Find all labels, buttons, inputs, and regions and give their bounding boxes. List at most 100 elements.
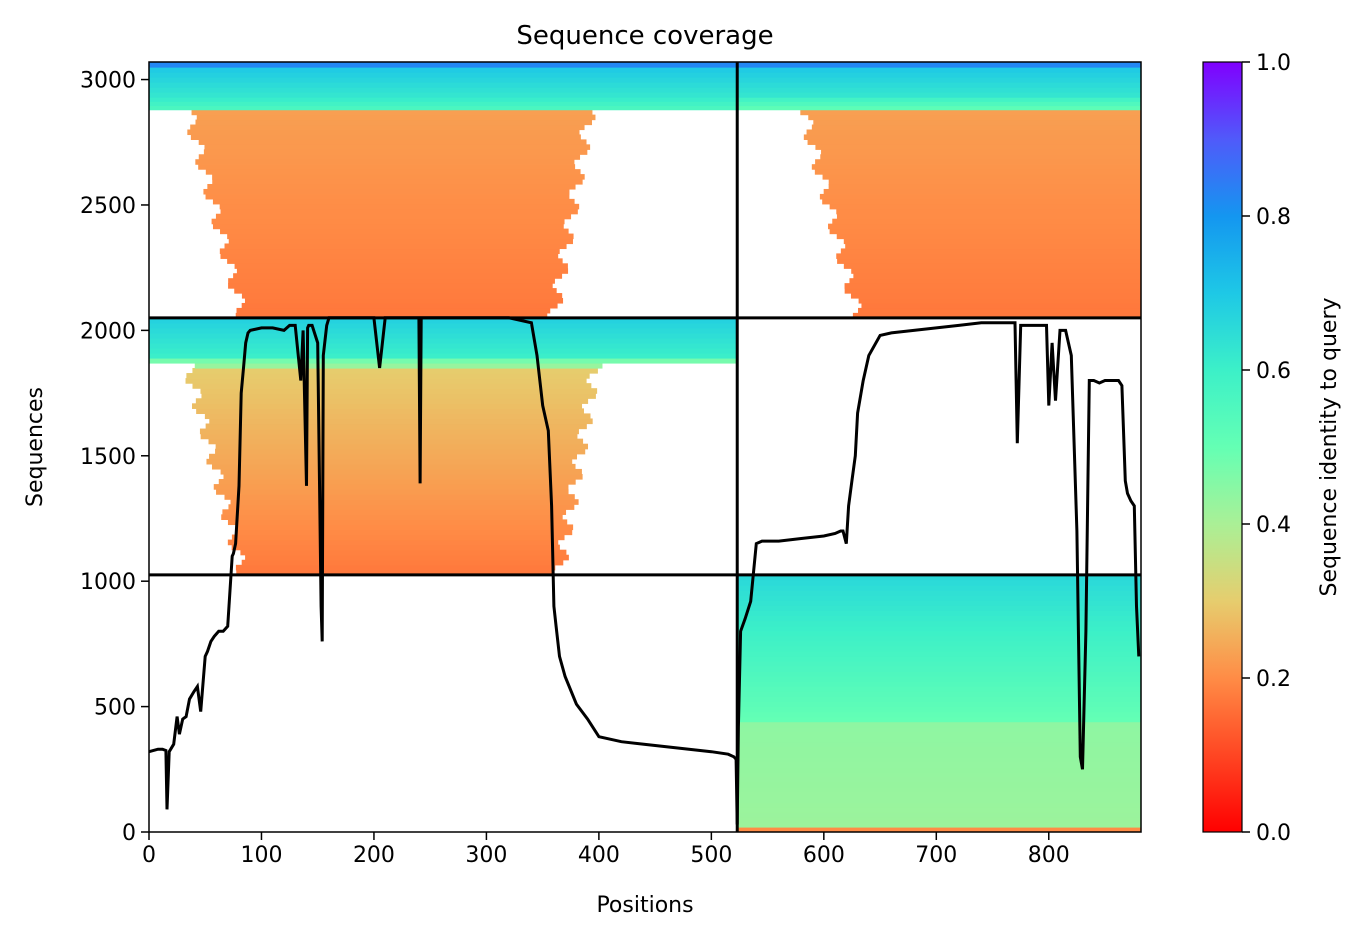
colorbar-tick-label: 0.0 bbox=[1256, 821, 1291, 846]
heatmap-cell bbox=[212, 223, 564, 230]
colorbar-tick-label: 1.0 bbox=[1256, 51, 1291, 76]
heatmap-cell bbox=[149, 97, 738, 102]
heatmap-cell bbox=[215, 443, 589, 450]
heatmap-cell bbox=[149, 347, 738, 354]
heatmap-cell bbox=[228, 238, 573, 245]
heatmap-cell bbox=[737, 655, 1141, 662]
y-tick-label: 3000 bbox=[80, 69, 136, 94]
heatmap-cell bbox=[737, 736, 1141, 743]
heatmap-cell bbox=[836, 253, 1141, 259]
heatmap-cell bbox=[737, 761, 1141, 768]
heatmap-cell bbox=[198, 164, 576, 170]
heatmap-cell bbox=[220, 228, 569, 235]
heatmap-cell bbox=[241, 302, 558, 309]
heatmap-cell bbox=[737, 731, 1141, 738]
heatmap-cell bbox=[844, 283, 1141, 289]
heatmap-cell bbox=[208, 438, 584, 445]
colorbar-tick-label: 0.8 bbox=[1256, 205, 1291, 230]
heatmap-cell bbox=[187, 129, 580, 136]
heatmap-cell bbox=[228, 278, 555, 284]
x-axis-label: Positions bbox=[596, 893, 693, 918]
y-tick-label: 2500 bbox=[80, 194, 136, 219]
coverage-heatmap bbox=[149, 62, 1141, 832]
heatmap-cell bbox=[737, 746, 1141, 753]
heatmap-cell bbox=[737, 605, 1141, 611]
heatmap-cell bbox=[211, 463, 576, 470]
heatmap-cell bbox=[203, 188, 570, 195]
heatmap-cell bbox=[737, 579, 1141, 586]
heatmap-cell bbox=[228, 504, 575, 510]
heatmap-cell bbox=[149, 322, 738, 329]
heatmap-cell bbox=[218, 479, 576, 485]
heatmap-cell bbox=[737, 67, 1141, 73]
heatmap-cell bbox=[211, 218, 565, 225]
heatmap-cell bbox=[737, 595, 1141, 601]
heatmap-cell bbox=[192, 383, 592, 389]
x-tick-label: 400 bbox=[578, 843, 620, 868]
heatmap-cell bbox=[815, 159, 1141, 165]
heatmap-cell bbox=[807, 139, 1141, 145]
heatmap-cell bbox=[212, 179, 583, 185]
heatmap-cell bbox=[806, 129, 1141, 136]
heatmap-cell bbox=[149, 342, 738, 349]
heatmap-cell bbox=[737, 574, 1141, 581]
heatmap-cell bbox=[149, 77, 738, 83]
heatmap-cell bbox=[236, 569, 554, 576]
heatmap-cell bbox=[836, 208, 1141, 215]
y-tick-label: 500 bbox=[94, 696, 136, 721]
heatmap-cell bbox=[737, 101, 1141, 107]
heatmap-cell bbox=[737, 771, 1141, 778]
heatmap-cell bbox=[185, 378, 587, 384]
heatmap-cell bbox=[737, 650, 1141, 657]
heatmap-cell bbox=[737, 821, 1141, 828]
heatmap-cell bbox=[822, 198, 1141, 205]
heatmap-cell bbox=[149, 352, 738, 359]
heatmap-cell bbox=[737, 701, 1141, 708]
heatmap-cell bbox=[823, 188, 1141, 195]
heatmap-cell bbox=[219, 203, 580, 210]
heatmap-cell bbox=[737, 615, 1141, 622]
heatmap-cell bbox=[227, 233, 574, 240]
heatmap-cell bbox=[737, 671, 1141, 677]
heatmap-cell bbox=[737, 635, 1141, 642]
heatmap-cell bbox=[192, 367, 598, 374]
y-axis-label: Sequences bbox=[23, 387, 48, 507]
heatmap-cell bbox=[737, 665, 1141, 672]
heatmap-cell bbox=[192, 403, 583, 409]
heatmap-cell bbox=[201, 393, 596, 399]
heatmap-cell bbox=[737, 62, 1141, 68]
heatmap-cell bbox=[800, 109, 1141, 116]
heatmap-cell bbox=[850, 293, 1141, 299]
heatmap-cell bbox=[236, 307, 551, 314]
heatmap-cell bbox=[231, 544, 560, 551]
heatmap-cell bbox=[203, 149, 588, 155]
heatmap-cell bbox=[737, 625, 1141, 632]
heatmap-cell bbox=[209, 418, 593, 425]
x-tick-label: 300 bbox=[465, 843, 507, 868]
heatmap-cell bbox=[221, 514, 563, 520]
heatmap-cell bbox=[737, 796, 1141, 803]
colorbar-label: Sequence identity to query bbox=[1317, 297, 1342, 596]
heatmap-cell bbox=[220, 253, 559, 259]
heatmap-cell bbox=[861, 302, 1141, 309]
heatmap-cell bbox=[196, 408, 584, 415]
heatmap-cell bbox=[149, 72, 738, 78]
heatmap-cell bbox=[853, 273, 1141, 279]
heatmap-cell bbox=[235, 564, 556, 571]
heatmap-cell bbox=[149, 82, 738, 88]
x-tick-label: 100 bbox=[240, 843, 282, 868]
y-tick-label: 1000 bbox=[80, 570, 136, 595]
heatmap-cell bbox=[737, 756, 1141, 763]
heatmap-cell bbox=[737, 781, 1141, 788]
heatmap-cell bbox=[832, 218, 1141, 225]
heatmap-cell bbox=[212, 198, 575, 205]
heatmap-cell bbox=[829, 228, 1141, 235]
heatmap-cell bbox=[196, 114, 596, 121]
heatmap-cell bbox=[149, 62, 738, 68]
heatmap-cell bbox=[820, 154, 1141, 160]
heatmap-cell bbox=[149, 92, 738, 98]
heatmap-cell bbox=[737, 676, 1141, 682]
heatmap-cell bbox=[837, 258, 1141, 264]
heatmap-cell bbox=[190, 134, 581, 140]
